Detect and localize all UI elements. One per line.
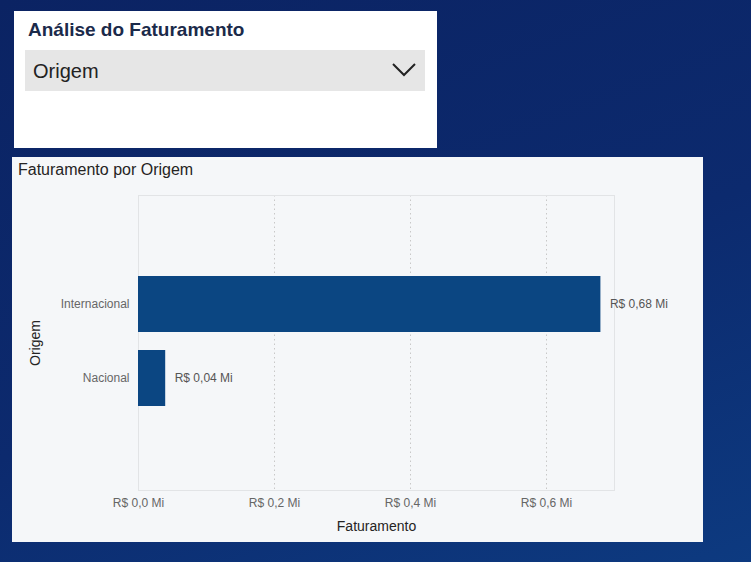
svg-text:Nacional: Nacional [83, 371, 130, 385]
svg-text:Origem: Origem [27, 320, 43, 366]
svg-text:R$ 0,0 Mi: R$ 0,0 Mi [113, 496, 164, 510]
svg-text:R$ 0,6 Mi: R$ 0,6 Mi [521, 496, 572, 510]
svg-text:Faturamento: Faturamento [337, 518, 417, 534]
html-text:Origem: Origem [33, 60, 99, 82]
svg-text:R$ 0,68 Mi: R$ 0,68 Mi [610, 297, 668, 311]
svg-text:Internacional: Internacional [61, 297, 130, 311]
html-text:Faturamento por Origem: Faturamento por Origem [18, 161, 194, 178]
svg-text:R$ 0,2 Mi: R$ 0,2 Mi [249, 496, 300, 510]
html-text:Análise do Faturamento: Análise do Faturamento [28, 19, 245, 40]
svg-text:R$ 0,4 Mi: R$ 0,4 Mi [385, 496, 436, 510]
svg-text:R$ 0,04 Mi: R$ 0,04 Mi [175, 371, 233, 385]
